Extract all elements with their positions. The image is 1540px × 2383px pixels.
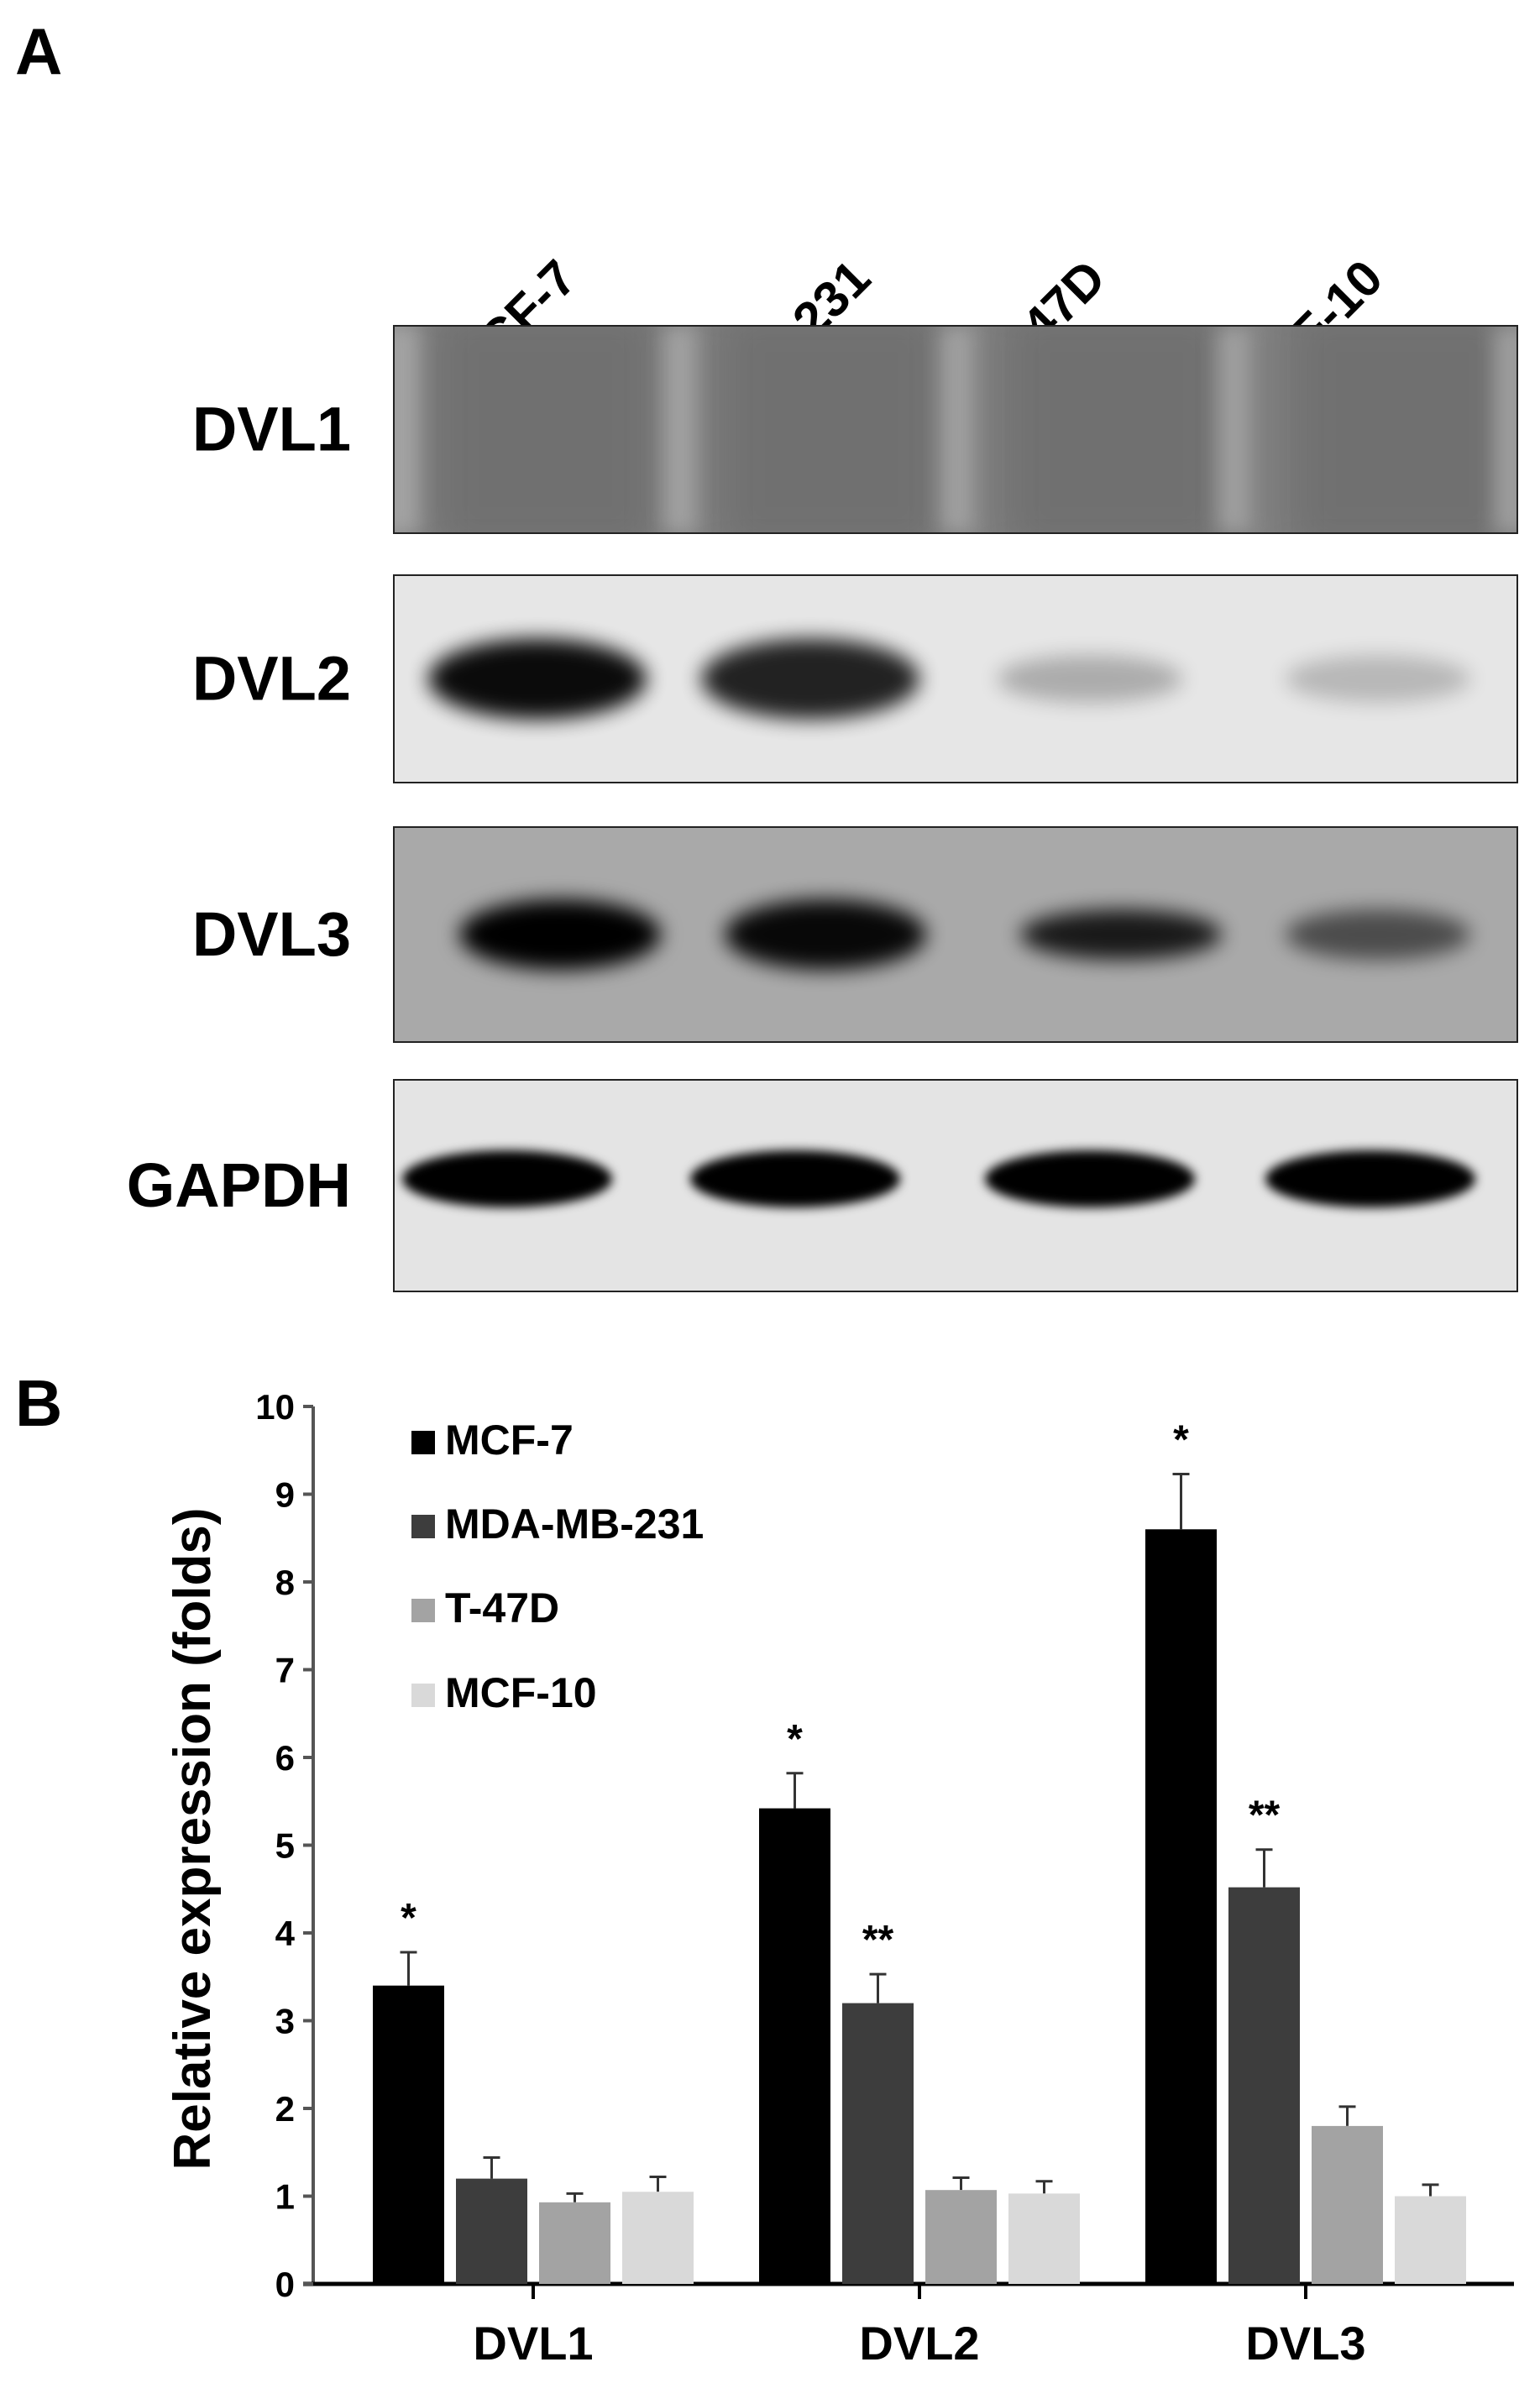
band xyxy=(1276,326,1517,533)
bar-mda-mb-231-dvl3 xyxy=(1228,1887,1300,2284)
panel-b-label: B xyxy=(15,1366,62,1440)
legend-label: MDA-MB-231 xyxy=(445,1501,704,1548)
band xyxy=(985,1150,1195,1207)
significance-marker: * xyxy=(401,1896,416,1940)
blot-frame xyxy=(393,1079,1518,1292)
significance-marker: ** xyxy=(1249,1794,1281,1838)
blot-label: DVL1 xyxy=(192,395,351,464)
band xyxy=(1265,1150,1475,1207)
y-tick-label: 0 xyxy=(275,2265,295,2304)
bar-t-47d-dvl3 xyxy=(1312,2125,1383,2284)
significance-marker: ** xyxy=(862,1918,894,1962)
band xyxy=(705,326,957,533)
legend-label: MCF-7 xyxy=(445,1417,574,1464)
y-tick-label: 6 xyxy=(275,1738,295,1778)
y-tick-label: 1 xyxy=(275,2177,295,2217)
significance-marker: * xyxy=(787,1717,803,1762)
band xyxy=(420,326,672,533)
y-tick-label: 5 xyxy=(275,1826,295,1866)
legend-swatch xyxy=(411,1599,435,1622)
y-tick-label: 9 xyxy=(275,1475,295,1515)
western-blots: DVL1 DVL2 DVL3 GAPDH xyxy=(127,325,1518,1292)
blot-label: GAPDH xyxy=(127,1150,351,1220)
significance-marker: * xyxy=(1173,1417,1189,1462)
bar-mcf-7-dvl2 xyxy=(759,1808,830,2284)
y-tick-label: 8 xyxy=(275,1563,295,1602)
legend-swatch xyxy=(411,1515,435,1538)
band xyxy=(690,1150,900,1207)
blot-frame xyxy=(393,325,1518,534)
y-tick-label: 10 xyxy=(255,1387,295,1427)
bar-mcf-10-dvl3 xyxy=(1395,2196,1466,2284)
y-tick-label: 3 xyxy=(275,2002,295,2041)
blot-dvl2: DVL2 xyxy=(192,574,1518,783)
band xyxy=(1286,655,1470,703)
x-tick-label: DVL3 xyxy=(1245,2317,1365,2370)
blot-dvl1: DVL1 xyxy=(192,325,1518,534)
band xyxy=(725,899,926,970)
blot-label: DVL3 xyxy=(192,899,351,969)
bar-mcf-7-dvl3 xyxy=(1145,1529,1217,2284)
band xyxy=(701,638,919,720)
band xyxy=(1020,909,1222,960)
blot-frame xyxy=(393,826,1518,1043)
bar-t-47d-dvl2 xyxy=(925,2190,997,2284)
blot-gapdh: GAPDH xyxy=(127,1079,1518,1292)
bar-t-47d-dvl1 xyxy=(539,2202,610,2284)
bar-mcf-10-dvl2 xyxy=(1008,2193,1080,2284)
y-axis-label: Relative expression (folds) xyxy=(164,1507,222,2170)
y-tick-label: 4 xyxy=(275,1914,296,1953)
y-tick-label: 7 xyxy=(275,1651,295,1690)
band xyxy=(428,638,647,720)
bar-mda-mb-231-dvl1 xyxy=(456,2178,527,2284)
blot-label: DVL2 xyxy=(192,644,351,714)
band xyxy=(1286,909,1470,960)
bar-mda-mb-231-dvl2 xyxy=(842,2003,914,2284)
legend: MCF-7 MDA-MB-231 T-47D MCF-10 xyxy=(411,1417,704,1716)
legend-swatch xyxy=(411,1431,435,1454)
band xyxy=(991,326,1243,533)
panel-a-label: A xyxy=(15,14,62,88)
band xyxy=(402,1150,612,1207)
bar-chart: 012345678910DVL1*DVL2***DVL3***MCF-7MDA-… xyxy=(255,1387,1514,2370)
x-tick-label: DVL1 xyxy=(473,2317,593,2370)
bar-mcf-7-dvl1 xyxy=(373,1985,444,2284)
y-tick-label: 2 xyxy=(275,2089,295,2129)
legend-label: MCF-10 xyxy=(445,1669,597,1716)
band xyxy=(998,655,1182,703)
x-tick-label: DVL2 xyxy=(859,2317,979,2370)
bar-mcf-10-dvl1 xyxy=(622,2192,694,2284)
blot-dvl3: DVL3 xyxy=(192,826,1518,1043)
legend-swatch xyxy=(411,1684,435,1707)
band xyxy=(459,899,661,970)
blot-frame xyxy=(393,574,1518,783)
legend-label: T-47D xyxy=(445,1584,559,1631)
